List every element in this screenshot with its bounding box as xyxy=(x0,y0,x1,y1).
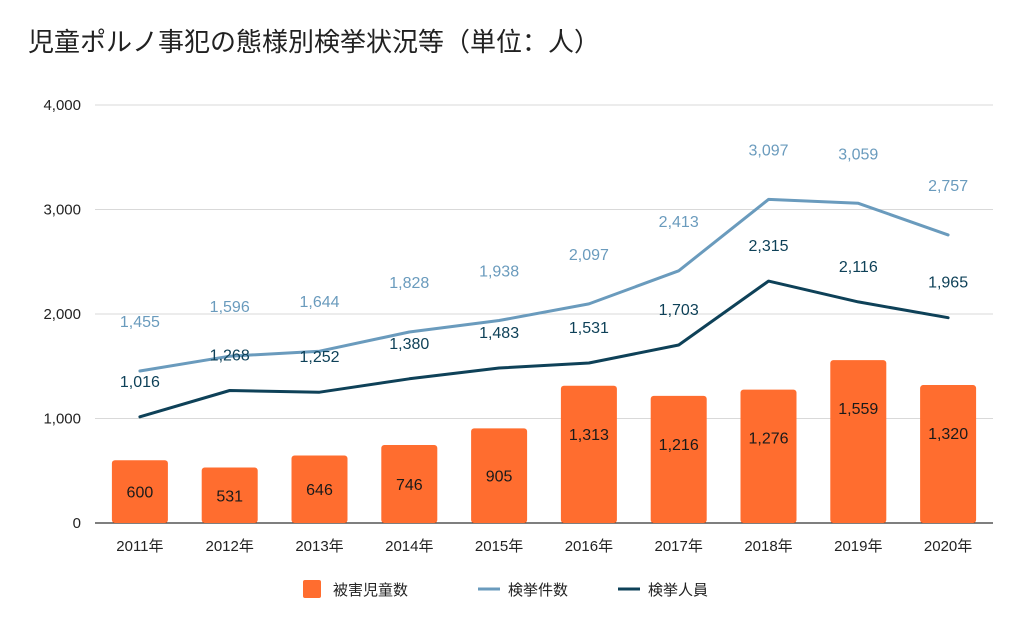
bar xyxy=(201,467,258,523)
line-data-label: 1,596 xyxy=(210,299,250,316)
line-data-label: 3,097 xyxy=(748,142,788,159)
x-tick-label: 2015年 xyxy=(475,538,523,555)
legend-label: 検挙人員 xyxy=(648,581,708,599)
bar xyxy=(560,385,617,523)
bar xyxy=(920,385,977,523)
line-data-label: 2,413 xyxy=(659,214,699,231)
bar xyxy=(291,455,348,523)
x-tick-label: 2012年 xyxy=(206,538,254,555)
line-data-label: 1,016 xyxy=(120,374,160,391)
line-data-label: 1,644 xyxy=(299,294,339,311)
bar xyxy=(740,389,797,523)
x-tick-label: 2017年 xyxy=(655,538,703,555)
line-data-label: 2,315 xyxy=(748,238,788,255)
y-tick-label: 0 xyxy=(73,515,81,532)
legend-label: 検挙件数 xyxy=(508,581,568,599)
bar xyxy=(471,428,528,523)
y-tick-label: 2,000 xyxy=(43,306,81,323)
bar-data-label: 1,320 xyxy=(928,426,968,443)
x-tick-label: 2014年 xyxy=(385,538,433,555)
x-tick-label: 2013年 xyxy=(295,538,343,555)
bar-data-label: 600 xyxy=(127,485,154,502)
legend-label: 被害児童数 xyxy=(333,581,408,599)
bar xyxy=(381,445,438,523)
line-data-label: 1,483 xyxy=(479,325,519,342)
line-data-label: 1,268 xyxy=(210,347,250,364)
line-data-label: 1,380 xyxy=(389,336,429,353)
bar-data-label: 531 xyxy=(216,488,243,505)
x-tick-label: 2018年 xyxy=(744,538,792,555)
line-data-label: 2,757 xyxy=(928,178,968,195)
series-line-1 xyxy=(138,197,950,373)
legend-swatch-bar xyxy=(303,580,321,598)
line-data-label: 1,938 xyxy=(479,263,519,280)
bar-data-label: 1,276 xyxy=(748,431,788,448)
x-tick-label: 2011年 xyxy=(116,538,163,555)
bar-data-label: 646 xyxy=(306,482,333,499)
line-data-label: 2,116 xyxy=(839,259,878,276)
line-data-label: 1,703 xyxy=(659,302,699,319)
y-tick-label: 4,000 xyxy=(43,97,81,114)
line-data-label: 3,059 xyxy=(838,146,878,163)
line-data-label: 1,531 xyxy=(569,320,609,337)
bar-data-label: 1,216 xyxy=(659,437,699,454)
line-data-label: 2,097 xyxy=(569,247,609,264)
bar xyxy=(650,395,707,523)
line-data-label: 1,828 xyxy=(389,275,429,292)
chart-title: 児童ポルノ事犯の態様別検挙状況等（単位：人） xyxy=(28,28,601,58)
bar-data-label: 1,313 xyxy=(569,427,609,444)
x-tick-label: 2016年 xyxy=(565,538,613,555)
line-data-label: 1,455 xyxy=(120,314,160,331)
y-tick-label: 1,000 xyxy=(43,411,81,428)
bar-data-label: 1,559 xyxy=(838,401,878,418)
line-data-label: 1,965 xyxy=(928,275,968,292)
bar-data-label: 905 xyxy=(486,469,513,486)
series-line-2 xyxy=(138,279,950,419)
line-data-label: 1,252 xyxy=(299,349,339,366)
y-tick-label: 3,000 xyxy=(43,202,81,219)
bar xyxy=(830,360,887,523)
x-tick-label: 2020年 xyxy=(924,538,972,555)
x-tick-label: 2019年 xyxy=(834,538,882,555)
bar xyxy=(111,460,168,523)
bar-data-label: 746 xyxy=(396,477,423,494)
